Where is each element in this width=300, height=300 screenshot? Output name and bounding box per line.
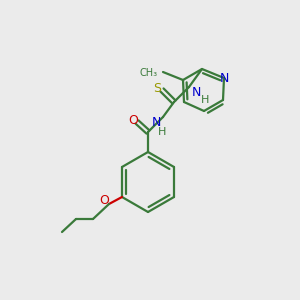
Text: H: H <box>158 127 166 137</box>
Text: N: N <box>151 116 161 130</box>
Text: CH₃: CH₃ <box>140 68 158 78</box>
Text: O: O <box>128 113 138 127</box>
Text: O: O <box>99 194 109 208</box>
Text: S: S <box>153 82 161 95</box>
Text: H: H <box>201 95 209 105</box>
Text: N: N <box>219 71 229 85</box>
Text: N: N <box>191 86 201 100</box>
